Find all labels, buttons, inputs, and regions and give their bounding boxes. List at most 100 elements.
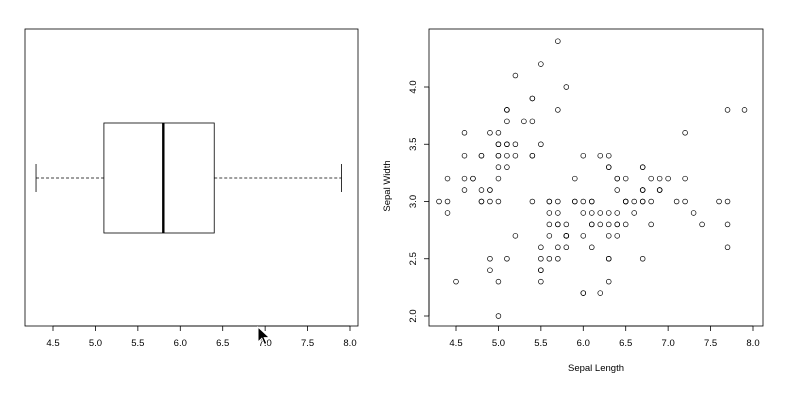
scatter-point — [546, 233, 553, 239]
scatter-point — [682, 175, 688, 182]
scatter-point — [555, 198, 561, 205]
scatter-point — [572, 198, 578, 205]
boxplot-x-tick-label: 4.5 — [46, 338, 59, 349]
scatter-point — [504, 141, 510, 148]
scatter-point — [639, 198, 646, 205]
scatter-point — [589, 244, 595, 251]
scatter-point — [504, 152, 510, 159]
scatter-point — [656, 187, 663, 193]
scatter-point — [444, 175, 451, 182]
scatter-point — [605, 221, 612, 228]
scatter-point — [597, 152, 604, 159]
scatter-point — [724, 198, 731, 205]
boxplot-x-tick-label: 6.0 — [174, 338, 187, 349]
scatter-y-tick-label: 2.0 — [408, 309, 419, 322]
scatter-y-tick-label: 4.0 — [408, 80, 419, 93]
scatter-point — [724, 244, 731, 251]
scatter-point — [495, 313, 502, 319]
scatter-point — [580, 198, 587, 205]
scatter-x-tick-label: 4.5 — [449, 338, 462, 349]
scatter-point — [444, 198, 451, 205]
scatter-point — [546, 198, 553, 205]
scatter-point — [538, 267, 544, 273]
boxplot-x-tick-label: 6.5 — [216, 338, 229, 349]
scatter-point — [639, 187, 646, 193]
scatter-point — [521, 118, 527, 125]
scatter-point — [504, 118, 510, 125]
scatter-point — [478, 198, 485, 205]
scatter-point — [605, 210, 612, 216]
scatter-point — [605, 278, 612, 285]
scatter-point — [504, 256, 510, 262]
scatter-point — [461, 175, 468, 182]
scatter-point — [555, 244, 561, 251]
scatter-point — [665, 175, 671, 182]
scatter-point — [436, 198, 442, 205]
scatter-point — [495, 152, 502, 159]
scatter-panel: 4.5 5.0 5.5 6.0 6.5 7.0 7.5 8.0 2.0 2.5 3.0 3.5 4.0… — [382, 28, 764, 374]
scatter-x-tick-label: 8.0 — [746, 338, 759, 349]
scatter-point — [631, 210, 637, 216]
scatter-point — [538, 256, 544, 262]
scatter-point — [605, 164, 612, 170]
scatter-point — [639, 164, 646, 170]
scatter-point — [495, 175, 502, 182]
scatter-point — [478, 152, 485, 159]
scatter-point — [639, 256, 646, 262]
scatter-point — [555, 107, 561, 113]
scatter-point — [605, 233, 612, 239]
scatter-point — [648, 175, 654, 182]
scatter-point — [461, 152, 468, 159]
scatter-point — [453, 278, 459, 285]
boxplot-marks — [35, 122, 342, 234]
scatter-point — [546, 221, 553, 228]
scatter-point — [495, 278, 502, 285]
scatter-point — [614, 175, 620, 182]
boxplot-x-tick-label: 5.0 — [89, 338, 102, 349]
scatter-point — [716, 198, 722, 205]
scatter-y-axis: 2.0 2.5 3.0 3.5 4.0 — [408, 80, 430, 323]
arrow-cursor-icon — [257, 326, 271, 346]
scatter-point — [631, 198, 637, 205]
scatter-x-tick-label: 7.5 — [704, 338, 717, 349]
scatter-point — [546, 256, 553, 262]
scatter-point — [622, 221, 629, 228]
scatter-x-tick-label: 5.5 — [534, 338, 547, 349]
scatter-point — [538, 61, 544, 67]
scatter-point — [580, 290, 587, 296]
scatter-point — [555, 38, 561, 44]
scatter-point — [597, 290, 604, 296]
scatter-points — [436, 38, 748, 319]
scatter-point — [724, 107, 731, 113]
scatter-y-tick-label: 3.5 — [408, 138, 419, 151]
boxplot-x-tick-label: 8.0 — [343, 338, 356, 349]
scatter-point — [614, 233, 620, 239]
scatter-point — [487, 187, 493, 193]
boxplot-panel: 4.55.05.56.06.57.07.58.0 — [24, 28, 359, 349]
scatter-point — [572, 175, 578, 182]
scatter-x-tick-label: 6.5 — [619, 338, 632, 349]
scatter-point — [495, 164, 502, 170]
scatter-point — [470, 175, 476, 182]
scatter-point — [487, 130, 493, 136]
scatter-point — [580, 233, 587, 239]
scatter-point — [512, 72, 519, 79]
scatter-point — [563, 233, 570, 239]
scatter-point — [563, 84, 570, 90]
scatter-point — [487, 267, 493, 273]
scatter-point — [614, 210, 620, 216]
scatter-point — [529, 198, 536, 205]
scatter-point — [512, 233, 519, 239]
scatter-point — [614, 221, 620, 228]
scatter-x-axis-title: Sepal Length — [568, 363, 624, 374]
scatter-point — [622, 175, 629, 182]
scatter-point — [529, 118, 536, 125]
scatter-y-axis-title: Sepal Width — [382, 160, 393, 211]
scatter-point — [580, 210, 587, 216]
scatter-point — [512, 152, 519, 159]
scatter-point — [563, 244, 570, 251]
scatter-point — [495, 141, 502, 148]
scatter-point — [461, 130, 468, 136]
scatter-point — [546, 210, 553, 216]
